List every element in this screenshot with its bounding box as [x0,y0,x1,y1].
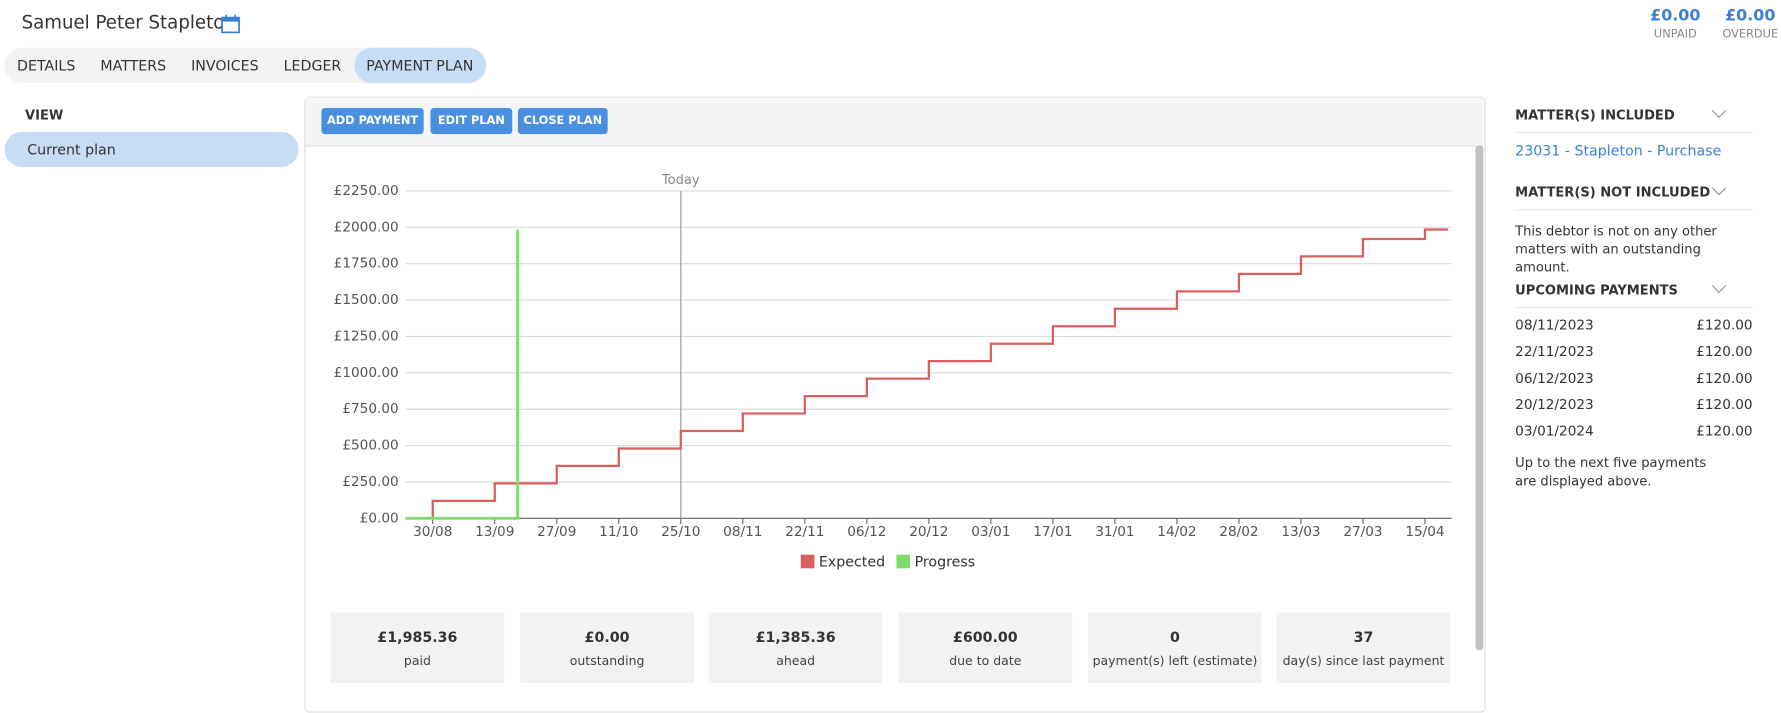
x-tick-label: 28/02 [1219,524,1258,540]
legend-label: Progress [915,555,976,571]
stat-value: £1,985.36 [377,628,458,646]
x-tick-label: 06/12 [847,524,886,540]
stat-label: paid [403,653,431,669]
tab[interactable]: PAYMENT PLAN [353,47,486,83]
x-tick-label: 13/09 [475,524,514,540]
x-tick-label: 20/12 [909,524,948,540]
payment-amount: £120.00 [1696,370,1753,386]
toolbar-button[interactable]: ADD PAYMENT [321,107,424,135]
stat-label: outstanding [569,653,645,669]
stat-card [520,612,694,684]
payment-amount: £120.00 [1696,343,1753,360]
expected-line [431,228,1449,519]
y-tick-label: £250.00 [342,474,398,490]
toolbar-button[interactable]: EDIT PLAN [430,107,513,135]
y-tick-label: £500.00 [342,438,398,454]
y-tick-label: £1750.00 [334,256,399,272]
payment-date: 08/11/2023 [1515,317,1594,334]
x-tick-label: 03/01 [971,524,1010,540]
section-note: Up to the next five payments are display… [1515,454,1707,489]
today-label: Today [661,173,700,188]
tabs: DETAILS MATTERS INVOICES LEDGER PAYMENT PLAN [5,47,486,83]
stat-value: 37 [1353,628,1374,646]
x-tick-label: 14/02 [1157,524,1196,540]
payment-amount: £120.00 [1696,423,1753,439]
tab[interactable]: DETAILS [17,56,76,74]
stat-value: £0.00 [584,628,630,646]
matter-link[interactable]: 23031 - Stapleton - Purchase [1515,142,1722,160]
total-label: UNPAID [1653,28,1697,41]
x-tick-label: 17/01 [1033,524,1072,540]
x-tick-label: 11/10 [599,524,638,540]
toolbar [305,97,1484,147]
legend-swatch [800,554,815,569]
payment-date: 22/11/2023 [1515,343,1594,360]
x-tick-label: 15/04 [1405,524,1444,540]
total-amount: £0.00 [1650,6,1701,26]
tab[interactable]: MATTERS [100,56,167,74]
x-tick-label: 30/08 [413,524,452,540]
section-heading: MATTER(S) INCLUDED [1515,107,1753,133]
x-tick-label: 25/10 [661,524,700,540]
total-label: OVERDUE [1722,28,1779,41]
stat-card [330,612,505,684]
section-heading: UPCOMING PAYMENTS [1515,282,1753,309]
stat-card [1088,612,1262,684]
x-tick-label: 27/09 [537,524,576,540]
stat-value: £600.00 [952,628,1018,646]
legend-swatch [896,554,911,569]
client-name: Samuel Peter Stapleton [21,11,236,33]
payment-date: 03/01/2024 [1515,423,1594,439]
stat-card [898,612,1073,684]
calendar-icon[interactable] [220,14,240,34]
x-tick-label: 13/03 [1281,524,1320,540]
stat-card [708,612,883,684]
main-panel [304,96,1486,713]
tab[interactable]: INVOICES [191,56,259,74]
legend-label: Expected [819,555,885,571]
y-tick-label: £1500.00 [334,292,399,308]
total-amount: £0.00 [1725,6,1776,26]
x-tick-label: 31/01 [1095,524,1134,540]
y-tick-label: £1250.00 [334,328,399,344]
payment-date: 06/12/2023 [1515,370,1594,386]
section-text: This debtor is not on any other matters … [1515,222,1717,276]
stat-label: payment(s) left (estimate) [1092,653,1258,669]
stat-value: 0 [1170,628,1180,646]
y-tick-label: £2250.00 [334,183,399,199]
stat-card [1276,612,1451,684]
sidebar-heading: VIEW [24,106,64,123]
x-tick-label: 27/03 [1343,524,1382,540]
stat-label: due to date [949,653,1022,669]
payment-amount: £120.00 [1696,396,1753,413]
toolbar-button[interactable]: CLOSE PLAN [517,107,608,135]
progress-line [405,229,520,520]
y-tick-label: £1000.00 [334,365,399,381]
section-heading: MATTER(S) NOT INCLUDED [1515,184,1753,211]
y-tick-label: £750.00 [342,401,398,417]
sidebar-item[interactable]: Current plan [4,131,299,168]
x-tick-label: 22/11 [785,524,824,540]
x-tick-label: 08/11 [723,524,762,540]
y-tick-label: £2000.00 [334,219,399,235]
stat-label: ahead [776,653,816,669]
payment-date: 20/12/2023 [1515,396,1594,413]
payment-amount: £120.00 [1696,317,1753,334]
scrollbar[interactable] [1475,145,1484,651]
stat-value: £1,385.36 [755,628,836,646]
tab[interactable]: LEDGER [283,56,342,74]
y-tick-label: £0.00 [360,510,399,526]
stat-label: day(s) since last payment [1282,653,1445,669]
